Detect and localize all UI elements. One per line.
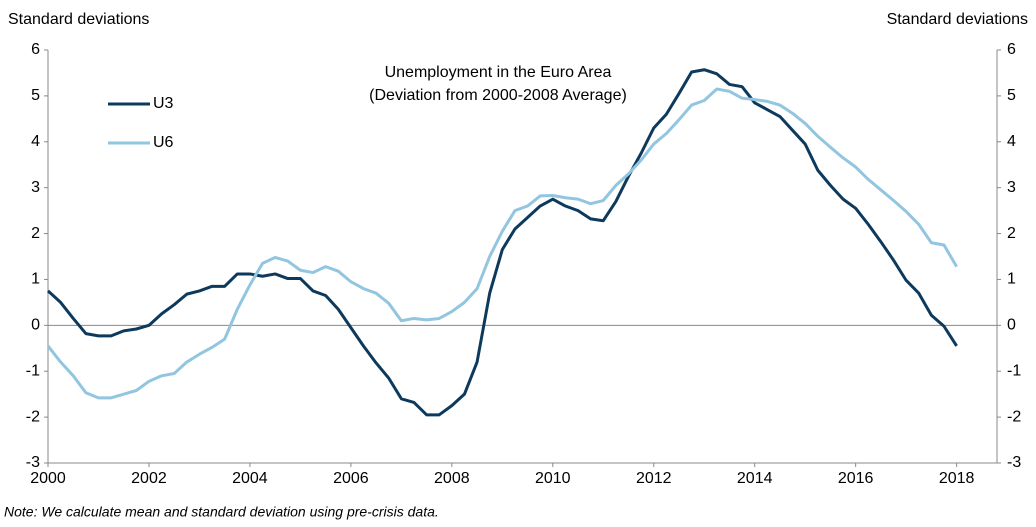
y-tick-label: 1 xyxy=(31,271,40,288)
chart-title: Unemployment in the Euro Area xyxy=(385,64,612,81)
x-tick-label: 2000 xyxy=(30,470,66,487)
x-tick-label: 2010 xyxy=(535,470,571,487)
y-tick-label: 4 xyxy=(31,133,40,150)
y2-tick-label: 2 xyxy=(1007,225,1016,242)
y2-tick-label: -3 xyxy=(1007,454,1021,471)
y-tick-label: 5 xyxy=(31,87,40,104)
series-line xyxy=(46,87,958,400)
y-tick-label: -1 xyxy=(26,362,40,379)
series-line xyxy=(46,68,958,417)
y2-axis-label: Standard deviations xyxy=(887,11,1028,28)
chart-subtitle: (Deviation from 2000-2008 Average) xyxy=(369,87,627,104)
x-tick-label: 2004 xyxy=(232,470,268,487)
y-tick-label: -3 xyxy=(26,454,40,471)
y-tick-label: 3 xyxy=(31,179,40,196)
y2-tick-label: 0 xyxy=(1007,317,1016,334)
y2-tick-label: -1 xyxy=(1007,362,1021,379)
y-tick-label: 0 xyxy=(31,317,40,334)
note: Note: We calculate mean and standard dev… xyxy=(4,504,439,520)
y-tick-label: -2 xyxy=(26,408,40,425)
y2-tick-label: 6 xyxy=(1007,41,1016,58)
x-tick-label: 2008 xyxy=(434,470,470,487)
x-tick-label: 2002 xyxy=(131,470,167,487)
y2-tick-label: -2 xyxy=(1007,408,1021,425)
x-tick-label: 2006 xyxy=(333,470,369,487)
x-tick-label: 2018 xyxy=(939,470,975,487)
y2-tick-label: 5 xyxy=(1007,87,1016,104)
y-tick-label: 6 xyxy=(31,41,40,58)
y2-tick-label: 1 xyxy=(1007,271,1016,288)
x-tick-label: 2012 xyxy=(636,470,672,487)
y2-tick-label: 3 xyxy=(1007,179,1016,196)
legend-label: U6 xyxy=(153,134,174,151)
x-tick-label: 2016 xyxy=(838,470,874,487)
y-tick-label: 2 xyxy=(31,225,40,242)
y2-tick-label: 4 xyxy=(1007,133,1016,150)
x-tick-label: 2014 xyxy=(737,470,773,487)
legend-label: U3 xyxy=(153,95,174,112)
y-axis-label: Standard deviations xyxy=(8,11,149,28)
